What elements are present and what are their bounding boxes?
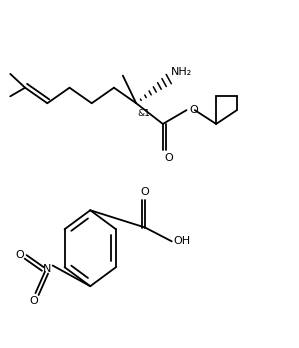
Text: O: O bbox=[164, 152, 173, 163]
Text: N: N bbox=[43, 264, 51, 274]
Text: O: O bbox=[190, 105, 198, 115]
Text: OH: OH bbox=[173, 236, 190, 246]
Text: NH₂: NH₂ bbox=[171, 67, 192, 77]
Text: &1: &1 bbox=[138, 109, 150, 118]
Text: O: O bbox=[141, 187, 150, 197]
Text: O: O bbox=[30, 296, 38, 306]
Text: O: O bbox=[16, 250, 24, 260]
